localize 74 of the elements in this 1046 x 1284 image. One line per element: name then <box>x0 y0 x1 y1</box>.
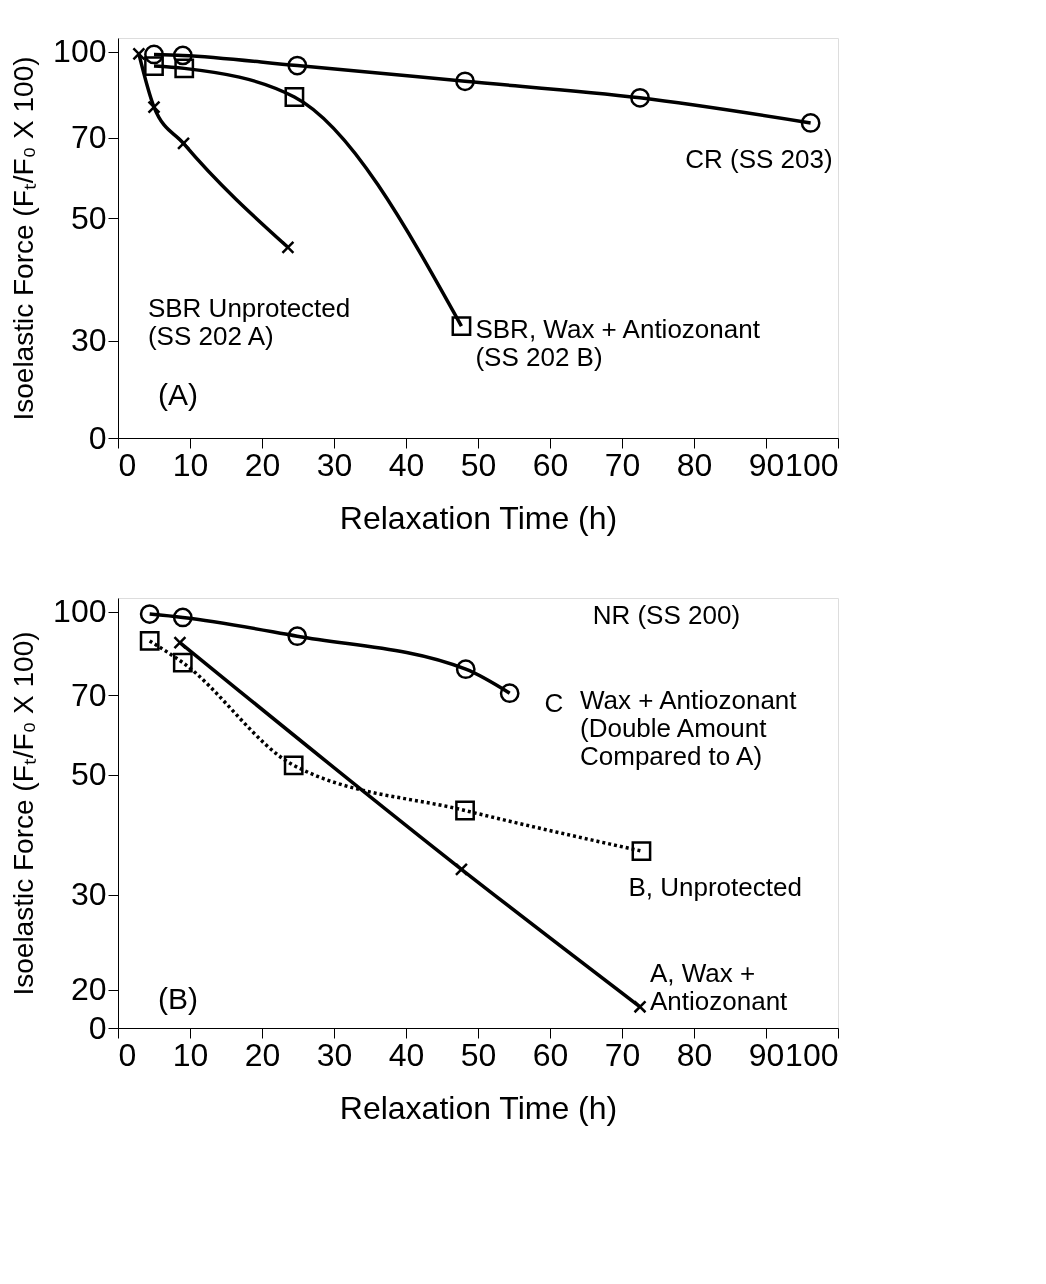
x-tick-label: 50 <box>460 446 497 483</box>
annotation: (A) <box>158 378 198 411</box>
x-tick-label: 60 <box>532 1036 569 1073</box>
point <box>139 631 160 651</box>
y-tick-label: 70 <box>70 676 107 713</box>
series-label: A, Wax + Antiozonant <box>650 957 789 1016</box>
point <box>800 113 821 133</box>
y-tick-label: 0 <box>88 1009 107 1046</box>
point <box>284 87 305 107</box>
y-tick-label: 70 <box>70 119 107 156</box>
x-tick-label: 40 <box>388 446 425 483</box>
point <box>144 56 164 76</box>
y-tick-label: 30 <box>70 322 107 359</box>
x-tick-label: 90 <box>748 446 785 483</box>
x-tick-label: 80 <box>676 1036 713 1073</box>
text: SBR Unprotected (SS 202 A) <box>147 293 351 352</box>
point <box>455 800 475 821</box>
point <box>174 58 195 79</box>
text: NR (SS 200) <box>592 600 741 631</box>
x-tick-label: 20 <box>244 446 281 483</box>
point <box>631 841 652 861</box>
x-tick-label: 100 <box>785 1036 839 1073</box>
y-tick-label: 20 <box>70 971 107 1008</box>
point <box>172 607 193 628</box>
series-label: CR (SS 203) <box>685 143 833 174</box>
point <box>455 659 476 680</box>
point <box>172 45 193 66</box>
x-tick-label: 80 <box>676 446 713 483</box>
y-axis-title: Isoelastic Force (Fₜ/F₀ X 100) <box>8 56 40 421</box>
x-tick-label: 100 <box>785 446 839 483</box>
x-tick-label: 30 <box>316 446 353 483</box>
point <box>281 240 295 255</box>
x-tick-label: 20 <box>244 1036 281 1073</box>
point <box>499 683 520 704</box>
point <box>287 55 308 76</box>
x-tick-label: 30 <box>316 1036 353 1073</box>
x-tick-label: 10 <box>172 1036 209 1073</box>
x-axis-title: Relaxation Time (h) <box>339 499 618 536</box>
annotation: C <box>544 688 564 718</box>
x-tick-label: 10 <box>172 446 209 483</box>
y-tick-label: 50 <box>70 756 107 793</box>
annotation: Wax + Antiozonant (Double Amount Compared to A) <box>580 685 798 771</box>
point <box>173 635 187 650</box>
y-tick-label: 0 <box>88 419 107 456</box>
point <box>454 862 469 877</box>
point <box>132 47 146 61</box>
point <box>633 1000 647 1014</box>
x-tick-label: 0 <box>118 446 137 483</box>
series-label: B, Unprotected <box>628 872 802 903</box>
point <box>455 71 475 92</box>
x-tick-label: 90 <box>748 1036 785 1073</box>
point <box>287 626 308 647</box>
point <box>172 652 193 673</box>
point <box>139 604 160 624</box>
y-tick-label: 30 <box>70 876 107 913</box>
point <box>147 100 161 114</box>
y-tick-label: 50 <box>70 199 107 236</box>
x-axis-title: Relaxation Time (h) <box>339 1089 618 1126</box>
x-tick-label: 0 <box>118 1036 137 1073</box>
x-tick-label: 40 <box>388 1036 425 1073</box>
point <box>144 44 164 65</box>
point <box>176 136 191 151</box>
y-tick-label: 100 <box>53 33 107 70</box>
series-label: SBR, Wax + Antiozonant (SS 202 B) <box>475 314 761 373</box>
x-tick-label: 60 <box>532 446 569 483</box>
point <box>451 316 472 336</box>
x-tick-label: 70 <box>604 1036 641 1073</box>
y-axis-title: Isoelastic Force (Fₜ/F₀ X 100) <box>8 631 40 996</box>
point <box>283 755 304 776</box>
x-tick-label: 70 <box>604 446 641 483</box>
annotation: (B) <box>158 982 198 1015</box>
point <box>630 87 650 108</box>
x-tick-label: 50 <box>460 1036 497 1073</box>
y-tick-label: 100 <box>53 593 107 630</box>
